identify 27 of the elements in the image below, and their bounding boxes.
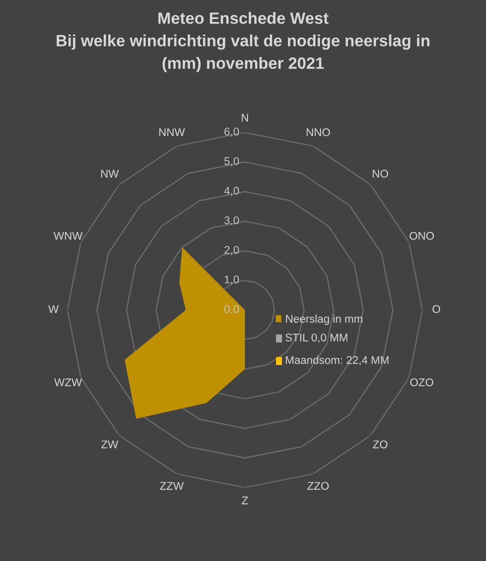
spoke-label: W xyxy=(48,305,59,313)
y-tick-label: 6,0 xyxy=(224,128,239,137)
spoke-label: WZW xyxy=(54,378,82,386)
spoke-label: Z xyxy=(242,496,248,504)
y-tick-label: 0,0 xyxy=(224,305,239,314)
spoke-label: ZO xyxy=(372,440,388,448)
chart-title: Meteo Enschede West Bij welke windrichting valt de nodige neerslag in (mm) november 2021 xyxy=(56,12,430,72)
text: STIL 0,0 MM xyxy=(286,334,348,343)
spoke-label: ZZW xyxy=(160,482,184,490)
spoke-label: ONO xyxy=(410,232,434,240)
spoke-label: NW xyxy=(101,170,119,178)
spoke-label: O xyxy=(432,305,440,313)
y-tick-label: 4,0 xyxy=(224,186,239,196)
text: Maandsom: 22,4 MM xyxy=(286,356,388,366)
y-tick-label: 2,0 xyxy=(224,246,239,256)
spoke-label: ZW xyxy=(101,440,118,448)
spoke-label: NO xyxy=(372,170,388,178)
spoke-label: OZO xyxy=(410,378,434,386)
spoke-label: NNO xyxy=(306,128,330,136)
y-tick-label: 5,0 xyxy=(224,157,239,166)
spoke-label: ZZO xyxy=(307,482,329,490)
legend-label: Neerslag in mm xyxy=(286,314,362,325)
spoke-label: WNW xyxy=(54,232,83,240)
spoke-label: NNW xyxy=(159,128,185,136)
y-tick-label: 3,0 xyxy=(224,216,239,226)
y-tick-label: 1,0 xyxy=(224,276,239,285)
spoke-label: N xyxy=(242,114,248,122)
